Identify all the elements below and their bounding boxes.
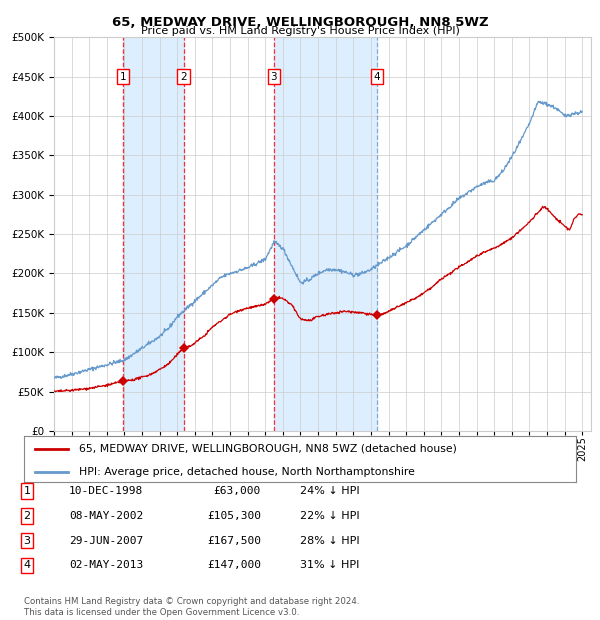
Text: 65, MEDWAY DRIVE, WELLINGBOROUGH, NN8 5WZ (detached house): 65, MEDWAY DRIVE, WELLINGBOROUGH, NN8 5W… — [79, 444, 457, 454]
Text: 1: 1 — [120, 71, 127, 82]
Text: 29-JUN-2007: 29-JUN-2007 — [69, 536, 143, 546]
Text: This data is licensed under the Open Government Licence v3.0.: This data is licensed under the Open Gov… — [24, 608, 299, 617]
Text: 08-MAY-2002: 08-MAY-2002 — [69, 511, 143, 521]
Text: 31% ↓ HPI: 31% ↓ HPI — [300, 560, 359, 570]
Text: 4: 4 — [23, 560, 31, 570]
Bar — [274, 37, 377, 431]
Text: £147,000: £147,000 — [207, 560, 261, 570]
Text: 2: 2 — [23, 511, 31, 521]
Text: £63,000: £63,000 — [214, 486, 261, 496]
Text: 24% ↓ HPI: 24% ↓ HPI — [300, 486, 359, 496]
Text: 3: 3 — [23, 536, 31, 546]
Text: 2: 2 — [180, 71, 187, 82]
Text: £167,500: £167,500 — [207, 536, 261, 546]
Text: 3: 3 — [271, 71, 277, 82]
Text: 22% ↓ HPI: 22% ↓ HPI — [300, 511, 359, 521]
Text: 1: 1 — [23, 486, 31, 496]
Text: 02-MAY-2013: 02-MAY-2013 — [69, 560, 143, 570]
Text: 10-DEC-1998: 10-DEC-1998 — [69, 486, 143, 496]
Text: £105,300: £105,300 — [207, 511, 261, 521]
Bar — [123, 37, 184, 431]
Text: Contains HM Land Registry data © Crown copyright and database right 2024.: Contains HM Land Registry data © Crown c… — [24, 597, 359, 606]
Text: 65, MEDWAY DRIVE, WELLINGBOROUGH, NN8 5WZ: 65, MEDWAY DRIVE, WELLINGBOROUGH, NN8 5W… — [112, 16, 488, 29]
Text: 4: 4 — [374, 71, 380, 82]
Text: 28% ↓ HPI: 28% ↓ HPI — [300, 536, 359, 546]
Text: HPI: Average price, detached house, North Northamptonshire: HPI: Average price, detached house, Nort… — [79, 467, 415, 477]
Text: Price paid vs. HM Land Registry's House Price Index (HPI): Price paid vs. HM Land Registry's House … — [140, 26, 460, 36]
